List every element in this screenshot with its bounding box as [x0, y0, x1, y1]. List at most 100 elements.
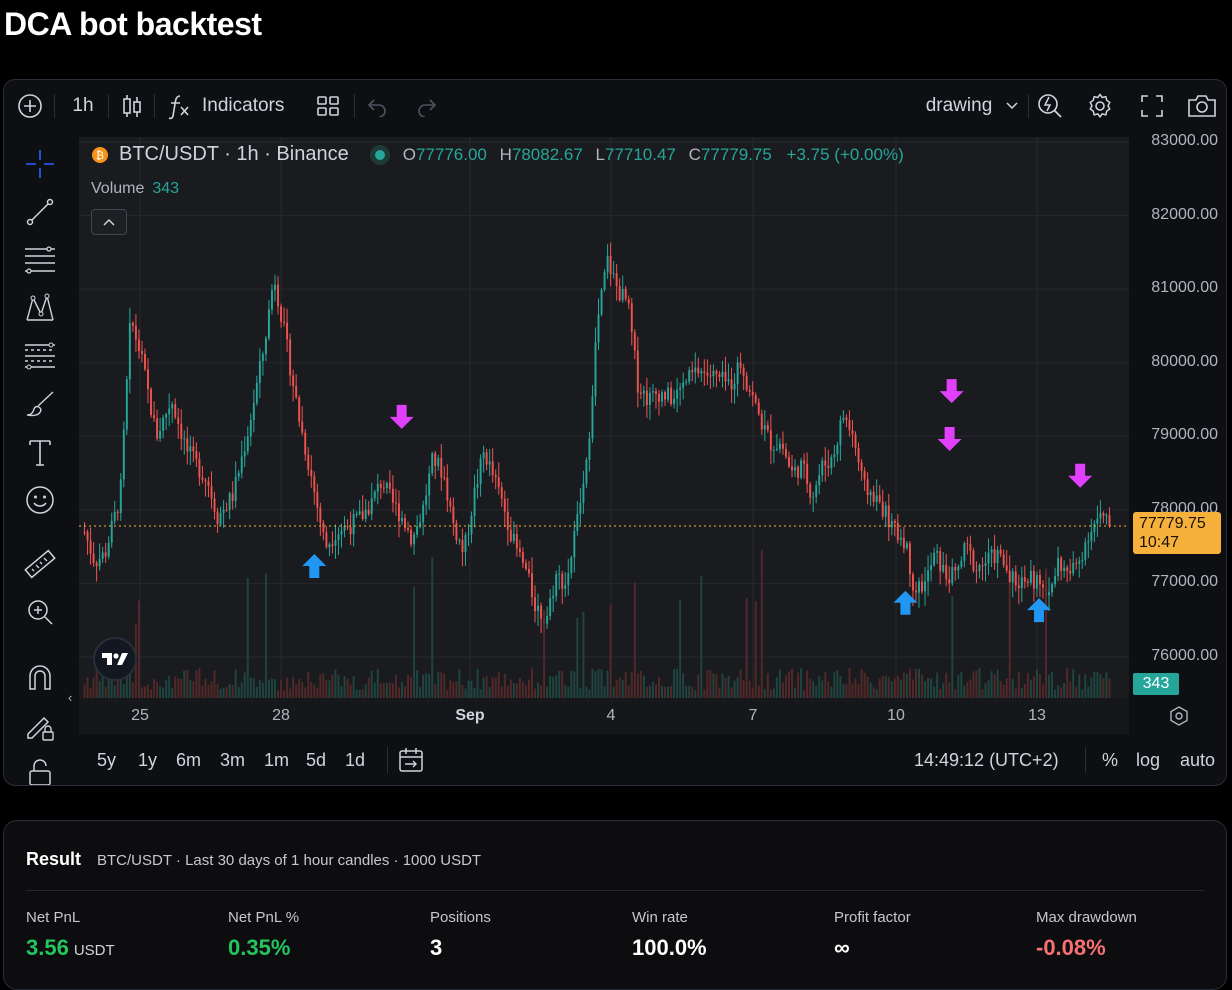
indicators-button[interactable]: Indicators	[164, 90, 294, 122]
range-6m[interactable]: 6m	[176, 750, 202, 770]
candle-body	[688, 370, 691, 382]
volume-bar	[413, 587, 416, 698]
candle-body	[416, 526, 419, 535]
brush-tool[interactable]	[18, 384, 62, 424]
snapshot-button[interactable]	[1184, 90, 1220, 122]
ruler-tool[interactable]	[18, 544, 62, 584]
range-1d[interactable]: 1d	[345, 750, 366, 770]
range-3m[interactable]: 3m	[220, 750, 246, 770]
volume-bar	[639, 670, 642, 698]
magnet-tool[interactable]	[18, 658, 62, 698]
range-1m[interactable]: 1m	[264, 750, 290, 770]
volume-value: 343	[152, 180, 180, 197]
candle-body	[1014, 571, 1017, 586]
volume-bar	[168, 675, 171, 698]
volume-bar	[298, 679, 301, 698]
candle-body	[969, 544, 972, 551]
scale-settings-button[interactable]	[1129, 698, 1226, 734]
volume-bar	[591, 668, 594, 698]
percent-scale-toggle[interactable]: %	[1102, 750, 1119, 770]
candle-body	[806, 463, 809, 485]
candle-body	[189, 446, 192, 452]
volume-bar	[800, 668, 803, 698]
range-5d[interactable]: 5d	[306, 750, 327, 770]
magnet-icon	[29, 665, 51, 690]
candle-body	[772, 449, 775, 451]
settings-button[interactable]	[1084, 90, 1116, 122]
volume-bar	[694, 689, 697, 698]
volume-bar	[552, 676, 555, 698]
metric-label: Positions	[430, 909, 491, 926]
volume-bar	[213, 670, 216, 698]
emoji-tool[interactable]	[18, 480, 62, 520]
chart-type-button[interactable]	[116, 90, 148, 122]
log-scale-toggle[interactable]: log	[1136, 750, 1161, 770]
price-scale[interactable]: 83000.00 82000.00 81000.00 80000.00 79000.00…	[1129, 132, 1226, 698]
ohlc-values: O77776.00 H78082.67 L77710.47 C77779.75 …	[402, 144, 904, 164]
layout-select[interactable]: drawing	[914, 90, 1030, 122]
add-symbol-button[interactable]	[14, 90, 46, 122]
candle-body	[479, 458, 482, 485]
zoom-tool[interactable]	[18, 592, 62, 632]
auto-scale-toggle[interactable]: auto	[1180, 750, 1216, 770]
chart-pane[interactable]: ₿ BTC/USDT · 1h · Binance O77776.00 H780…	[79, 137, 1129, 698]
candle-body	[246, 436, 249, 452]
undo-button[interactable]	[362, 90, 392, 122]
toolbar-collapse-icon[interactable]: ‹	[68, 690, 73, 705]
volume-bar	[404, 686, 406, 698]
candle-body	[664, 392, 666, 400]
range-5y[interactable]: 5y	[97, 750, 117, 770]
go-to-date-button[interactable]	[397, 746, 425, 774]
candle-body	[603, 272, 606, 290]
volume-bar	[791, 668, 793, 698]
sell-marker	[1068, 463, 1093, 488]
range-1y[interactable]: 1y	[138, 750, 158, 770]
lines-tool[interactable]	[18, 240, 62, 280]
candle-body	[797, 466, 800, 478]
trendline-tool[interactable]	[18, 192, 62, 232]
tradingview-logo[interactable]	[93, 637, 137, 681]
text-tool[interactable]	[18, 432, 62, 472]
volume-bar	[585, 686, 588, 698]
fullscreen-button[interactable]	[1136, 90, 1168, 122]
candle-body	[1084, 542, 1087, 561]
volume-bar	[343, 676, 346, 698]
interval-button[interactable]: 1h	[72, 95, 94, 116]
layouts-button[interactable]	[312, 90, 344, 122]
lock-all-tool[interactable]	[18, 752, 62, 785]
volume-bar	[670, 685, 673, 698]
candlestick-chart[interactable]	[79, 137, 1129, 698]
grid-icon	[317, 96, 339, 116]
candle-body	[458, 539, 461, 541]
candle-body	[86, 532, 89, 541]
candle-body	[140, 351, 143, 354]
volume-bar	[555, 674, 558, 698]
symbol-title[interactable]: BTC/USDT · 1h · Binance	[119, 143, 349, 165]
redo-button[interactable]	[412, 90, 442, 122]
volume-bar	[1060, 687, 1063, 698]
time-tick-label: 7	[748, 707, 758, 724]
clock-timezone[interactable]: 14:49:12 (UTC+2)	[914, 750, 1059, 770]
candle-body	[534, 597, 536, 612]
pattern-tool[interactable]	[18, 288, 62, 328]
candle-body	[89, 540, 92, 554]
crosshair-tool[interactable]	[18, 144, 62, 184]
volume-bar	[515, 683, 518, 698]
volume-bar	[824, 672, 827, 698]
collapse-legend-button[interactable]	[91, 209, 127, 235]
volume-bar	[144, 686, 146, 698]
candle-body	[642, 390, 645, 394]
fib-tool[interactable]	[18, 336, 62, 376]
metric-net-pnl: Net PnL % 0.35%	[228, 909, 299, 961]
quick-search-button[interactable]	[1034, 90, 1066, 122]
volume-bar	[189, 680, 192, 698]
candle-body	[385, 482, 388, 488]
lock-drawings-tool[interactable]	[18, 706, 62, 746]
candle-body	[219, 512, 222, 525]
time-scale[interactable]: 25 28 Sep 4 7 10 13	[79, 698, 1129, 734]
toolbar-divider	[54, 94, 55, 118]
volume-bar	[419, 687, 422, 698]
volume-bar	[570, 670, 573, 698]
candle-body	[331, 544, 334, 546]
volume-bar	[1072, 668, 1075, 698]
